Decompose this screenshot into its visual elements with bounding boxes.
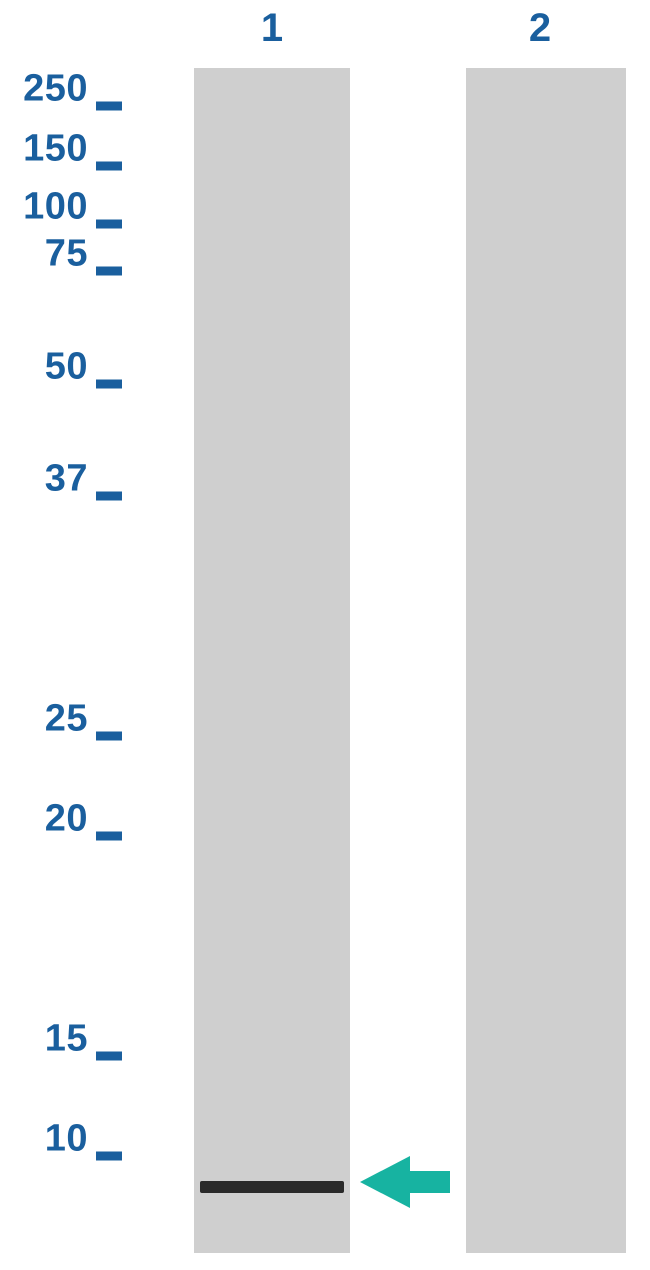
- arrow-head-icon: [360, 1156, 410, 1208]
- marker-label: 20: [45, 797, 88, 840]
- arrow-tail-icon: [410, 1171, 450, 1193]
- marker-tick-icon: [96, 379, 122, 388]
- marker-label: 50: [45, 345, 88, 388]
- marker-label: 150: [23, 127, 88, 170]
- lane-header-2: 2: [520, 6, 560, 51]
- marker-tick-icon: [96, 831, 122, 840]
- marker-label: 10: [45, 1117, 88, 1160]
- marker-tick-icon: [96, 1051, 122, 1060]
- marker-tick-icon: [96, 491, 122, 500]
- lane-1-strip: [194, 68, 350, 1253]
- marker-tick-icon: [96, 219, 122, 228]
- marker-label: 250: [23, 67, 88, 110]
- lane-header-1: 1: [252, 6, 292, 51]
- lane-2-strip: [466, 68, 626, 1253]
- marker-label: 75: [45, 232, 88, 275]
- marker-tick-icon: [96, 1151, 122, 1160]
- protein-band: [200, 1181, 344, 1193]
- marker-label: 25: [45, 697, 88, 740]
- marker-label: 100: [23, 185, 88, 228]
- western-blot-figure: 1 2 250 150 10075 50 37 25 20 15 10: [0, 0, 650, 1270]
- lane-2: [466, 68, 626, 1253]
- marker-label: 37: [45, 457, 88, 500]
- marker-label: 15: [45, 1017, 88, 1060]
- marker-tick-icon: [96, 101, 122, 110]
- lane-1: [194, 68, 350, 1253]
- marker-tick-icon: [96, 161, 122, 170]
- marker-tick-icon: [96, 731, 122, 740]
- marker-tick-icon: [96, 266, 122, 275]
